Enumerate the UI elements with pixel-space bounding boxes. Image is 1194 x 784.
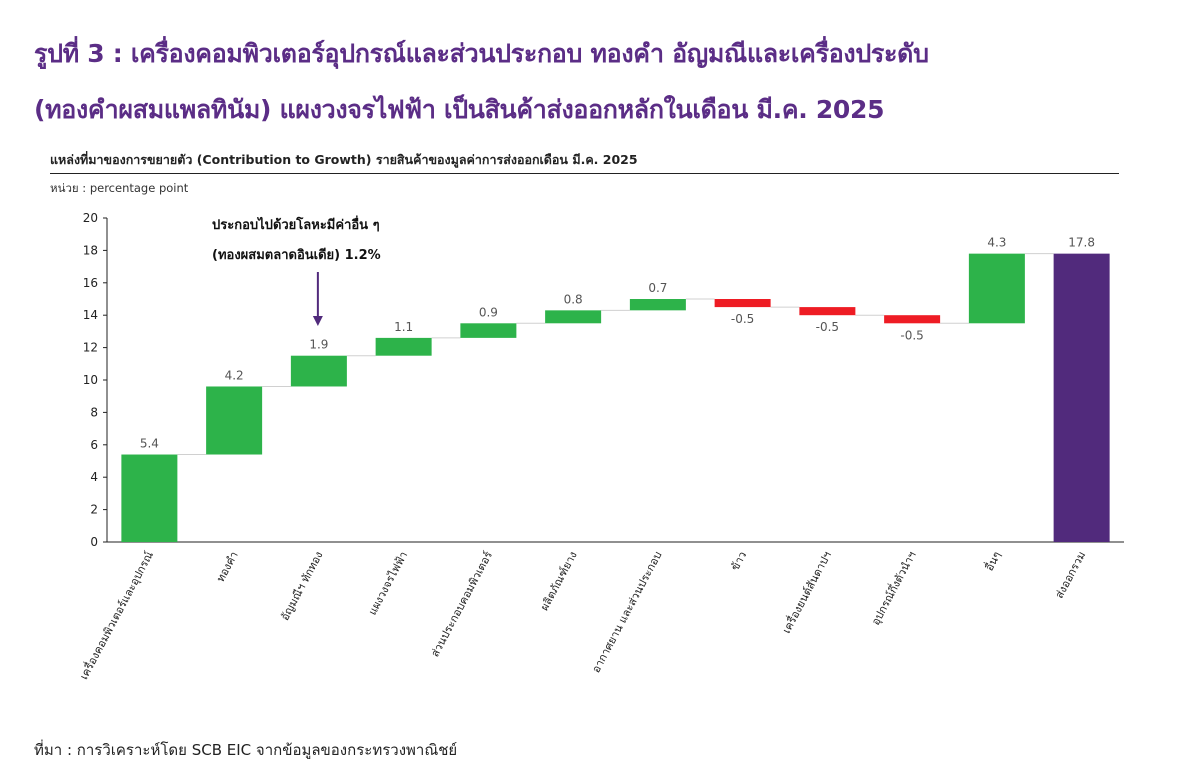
chart-subtitle: แหล่งที่มาของการขยายตัว (Contribution to… [50,152,638,167]
data-label: 1.1 [394,320,413,334]
subtitle-divider [50,173,1119,174]
source-note: ที่มา : การวิเคราะห์โดย SCB EIC จากข้อมู… [34,741,458,759]
annotation-arrow-head [312,316,323,326]
y-tick-label: 8 [90,405,98,419]
y-tick-label: 14 [83,308,98,322]
x-category-label: อุปกรณ์กึ่งตัวนำฯ [867,548,919,627]
y-tick-label: 12 [83,341,98,355]
bar [375,337,432,356]
y-tick-label: 10 [83,373,98,387]
data-label: -0.5 [900,328,923,342]
bars [121,253,1110,542]
unit-label: หน่วย : percentage point [50,181,189,195]
y-tick-label: 18 [83,243,98,257]
data-label: 0.7 [648,281,667,295]
x-category-label: ผลิตภัณฑ์ยาง [538,549,580,612]
bar [121,454,178,542]
y-tick-label: 6 [90,438,98,452]
data-label: -0.5 [816,320,839,334]
y-tick-label: 0 [90,535,98,549]
bar [460,323,517,338]
y-tick-label: 20 [83,211,98,225]
x-category-label: อัญมณีฯ ทักทอง [278,549,325,622]
y-axis: 0 2 4 6 8 10 12 14 16 18 20 [83,211,1124,549]
x-category-label: ส่วนประกอบคอมพิวเตอร์ [428,549,495,659]
bar [884,315,941,324]
bar [290,355,347,387]
x-category-label: แผงวงจรไฟฟ้า [366,549,410,617]
annotation-line-1: ประกอบไปด้วยโลหะมีค่าอื่น ๆ [212,215,380,233]
bar [799,307,856,316]
data-label: 0.8 [564,292,583,306]
data-label: 4.2 [225,368,244,382]
bar [206,386,263,455]
annotation-line-2: (ทองผสมตลาดอินเดีย) 1.2% [212,247,381,263]
data-label: 5.4 [140,437,159,451]
connector-lines [177,253,1054,456]
bar [545,310,602,324]
data-label: 4.3 [987,236,1006,250]
data-label: 0.9 [479,305,498,319]
y-tick-label: 16 [83,276,98,290]
x-category-label: ทองคำ [214,549,241,584]
data-label: 1.9 [309,338,328,352]
x-category-label: เครื่องคอมพิวเตอร์และอุปกรณ์ [76,548,156,681]
x-category-label: ข้าว [728,549,749,573]
annotation: ประกอบไปด้วยโลหะมีค่าอื่น ๆ (ทองผสมตลาดอ… [212,215,381,326]
bar [968,253,1025,324]
x-category-label: เครื่องยนต์สันดาปฯ [778,548,834,635]
y-tick-label: 4 [90,470,98,484]
bar [1053,253,1110,542]
x-category-label: อื่นๆ [981,548,1004,573]
bar [629,299,686,311]
page-title-line-2: (ทองคำผสมแพลทินัม) แผงวงจรไฟฟ้า เป็นสินค… [34,95,885,124]
data-label: 17.8 [1068,236,1095,250]
page-title-line-1: รูปที่ 3 : เครื่องคอมพิวเตอร์อุปกรณ์และส… [34,39,929,68]
y-tick-label: 2 [90,503,98,517]
bar [714,299,771,308]
x-category-label: ส่งออกรวม [1053,549,1089,600]
x-axis-labels: เครื่องคอมพิวเตอร์และอุปกรณ์ ทองคำ อัญมณีฯ… [76,548,1089,682]
data-labels: 5.4 4.2 1.9 1.1 0.9 0.8 0.7 -0.5 -0.5 -0.5 4.3 17.8 [140,236,1095,451]
x-category-label: อากาศยาน และส่วนประกอบ [589,549,664,675]
data-label: -0.5 [731,312,754,326]
